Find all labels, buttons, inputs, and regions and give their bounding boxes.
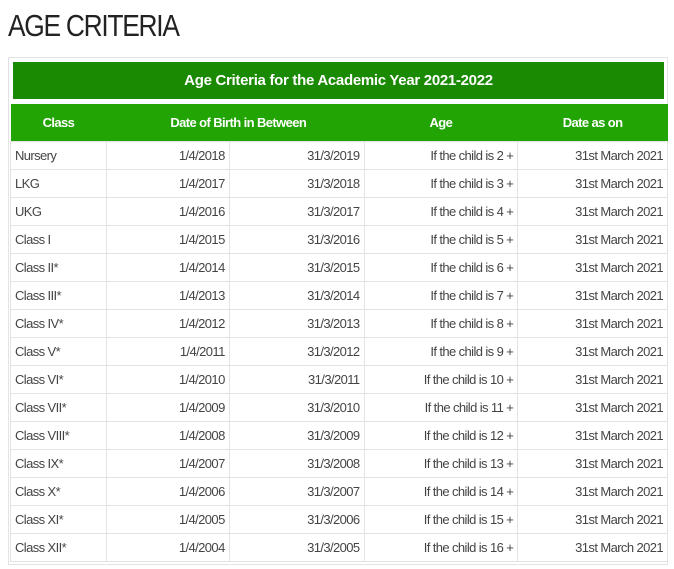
cell-dob-to: 31/3/2015 [228,253,365,282]
cell-dob-to: 31/3/2009 [228,421,365,450]
cell-date-as-on: 31st March 2021 [517,337,668,366]
cell-dob-to: 31/3/2019 [228,141,365,170]
cell-class: Class IX* [10,449,107,478]
cell-class: Class XI* [10,505,107,534]
cell-dob-to: 31/3/2010 [228,393,365,422]
cell-class: Class VIII* [10,421,107,450]
cell-age: If the child is 12 + [363,421,519,450]
table-container [8,57,668,565]
table-row: Class X* 1/4/2006 31/3/2007 If the child is… [10,477,668,506]
cell-age: If the child is 14 + [363,477,519,506]
table-row: Class XII* 1/4/2004 31/3/2005 If the child … [10,533,668,562]
cell-age: If the child is 7 + [363,281,519,310]
cell-dob-to: 31/3/2008 [228,449,365,478]
cell-age: If the child is 13 + [363,449,519,478]
cell-age: If the child is 2 + [363,141,519,170]
table-row: Nursery 1/4/2018 31/3/2019 If the child is … [10,141,668,170]
cell-class: Class V* [10,337,107,366]
cell-class: Class III* [10,281,107,310]
cell-class: UKG [10,197,107,226]
table-row: Class VIII* 1/4/2008 31/3/2009 If the child… [10,421,668,450]
cell-age: If the child is 11 + [363,393,519,422]
cell-date-as-on: 31st March 2021 [517,505,668,534]
cell-age: If the child is 3 + [363,169,519,198]
cell-date-as-on: 31st March 2021 [517,533,668,562]
cell-dob-to: 31/3/2006 [228,505,365,534]
cell-age: If the child is 5 + [363,225,519,254]
header-row: Class Date of Birth in Between Age Date … [10,104,668,142]
cell-dob-from: 1/4/2007 [105,449,230,478]
table-row: Class V* 1/4/2011 31/3/2012 If the child is… [10,337,668,366]
page-title: AGE CRITERIA [8,8,180,43]
cell-date-as-on: 31st March 2021 [517,225,668,254]
table-row: Class XI* 1/4/2005 31/3/2006 If the child i… [10,505,668,534]
cell-class: Class XII* [10,533,107,562]
cell-dob-from: 1/4/2010 [105,365,230,394]
cell-class: Class IV* [10,309,107,338]
cell-dob-to: 31/3/2014 [228,281,365,310]
cell-class: Class VII* [10,393,107,422]
cell-date-as-on: 31st March 2021 [517,141,668,170]
cell-dob-to: 31/3/2005 [228,533,365,562]
table-row: LKG 1/4/2017 31/3/2018 If the child is 3 +3… [10,169,668,198]
cell-date-as-on: 31st March 2021 [517,253,668,282]
cell-dob-from: 1/4/2011 [105,337,230,366]
cell-dob-to: 31/3/2007 [228,477,365,506]
cell-date-as-on: 31st March 2021 [517,477,668,506]
cell-date-as-on: 31st March 2021 [517,197,668,226]
table-row: Class VII* 1/4/2009 31/3/2010 If the child … [10,393,668,422]
cell-dob-to: 31/3/2016 [228,225,365,254]
cell-age: If the child is 4 + [363,197,519,226]
cell-class: Class VI* [10,365,107,394]
cell-dob-to: 31/3/2013 [228,309,365,338]
cell-dob-from: 1/4/2016 [105,197,230,226]
cell-date-as-on: 31st March 2021 [517,421,668,450]
table-row: Class IV* 1/4/2012 31/3/2013 If the child i… [10,309,668,338]
cell-class: Nursery [10,141,107,170]
cell-dob-to: 31/3/2011 [228,365,365,394]
cell-dob-from: 1/4/2013 [105,281,230,310]
cell-dob-from: 1/4/2005 [105,505,230,534]
header-class: Class [10,104,107,142]
header-date: Date as on [517,104,668,142]
cell-dob-from: 1/4/2006 [105,477,230,506]
cell-date-as-on: 31st March 2021 [517,365,668,394]
cell-age: If the child is 8 + [363,309,519,338]
cell-dob-from: 1/4/2018 [105,141,230,170]
cell-dob-from: 1/4/2004 [105,533,230,562]
cell-date-as-on: 31st March 2021 [517,393,668,422]
cell-date-as-on: 31st March 2021 [517,309,668,338]
cell-dob-from: 1/4/2017 [105,169,230,198]
cell-class: LKG [10,169,107,198]
cell-dob-from: 1/4/2012 [105,309,230,338]
cell-dob-from: 1/4/2008 [105,421,230,450]
table-title: Age Criteria for the Academic Year 2021-… [13,62,664,99]
cell-class: Class II* [10,253,107,282]
table-row: Class II* 1/4/2014 31/3/2015 If the child i… [10,253,668,282]
cell-age: If the child is 15 + [363,505,519,534]
cell-date-as-on: 31st March 2021 [517,449,668,478]
cell-date-as-on: 31st March 2021 [517,169,668,198]
cell-date-as-on: 31st March 2021 [517,281,668,310]
table-row: Class VI* 1/4/2010 31/3/2011 If the child i… [10,365,668,394]
table-row: Class IX* 1/4/2007 31/3/2008 If the child i… [10,449,668,478]
header-age: Age [364,104,518,142]
cell-age: If the child is 16 + [363,533,519,562]
cell-dob-from: 1/4/2014 [105,253,230,282]
cell-class: Class X* [10,477,107,506]
age-criteria-table: Class Date of Birth in Between Age Date … [10,104,668,562]
header-dob: Date of Birth in Between [106,104,365,142]
cell-dob-from: 1/4/2015 [105,225,230,254]
cell-dob-to: 31/3/2012 [228,337,365,366]
table-row: Class I 1/4/2015 31/3/2016 If the child is … [10,225,668,254]
table-row: UKG 1/4/2016 31/3/2017 If the child is 4 +3… [10,197,668,226]
cell-dob-to: 31/3/2017 [228,197,365,226]
cell-age: If the child is 10 + [363,365,519,394]
cell-dob-from: 1/4/2009 [105,393,230,422]
cell-age: If the child is 6 + [363,253,519,282]
cell-dob-to: 31/3/2018 [228,169,365,198]
cell-class: Class I [10,225,107,254]
cell-age: If the child is 9 + [363,337,519,366]
table-row: Class III* 1/4/2013 31/3/2014 If the child … [10,281,668,310]
